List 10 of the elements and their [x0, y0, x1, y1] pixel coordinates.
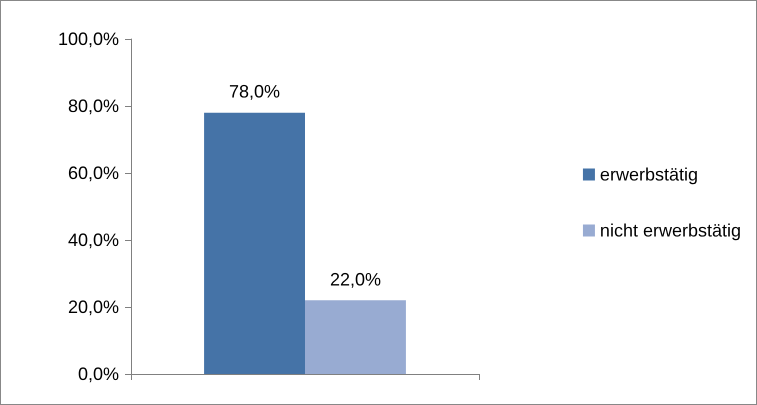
legend-label: nicht erwerbstätig — [600, 220, 742, 240]
y-tick-label: 20,0% — [68, 297, 119, 317]
data-label: 78,0% — [229, 82, 280, 102]
y-tick-label: 80,0% — [68, 96, 119, 116]
y-tick-label: 0,0% — [78, 364, 119, 384]
y-tick-label: 40,0% — [68, 230, 119, 250]
data-label: 22,0% — [330, 269, 381, 290]
legend-label: erwerbstätig — [600, 164, 698, 184]
y-tick-label: 100,0% — [58, 29, 119, 49]
y-tick-label: 60,0% — [68, 163, 119, 183]
